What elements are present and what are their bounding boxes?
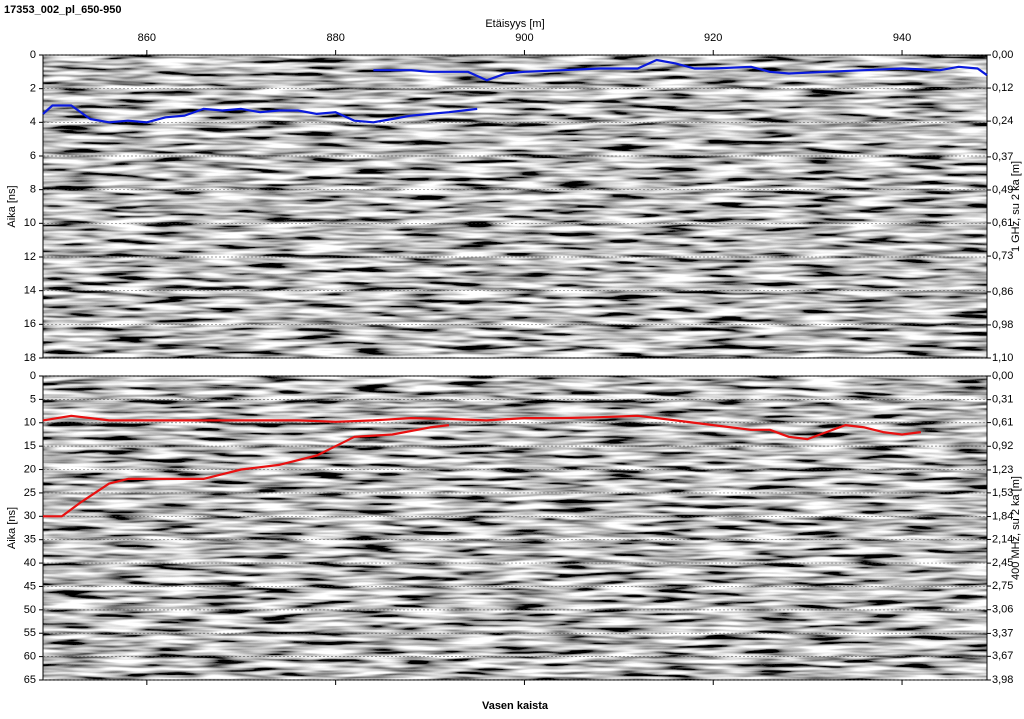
- y-tick-label: 30: [24, 510, 36, 522]
- y-tick-label: 18: [24, 352, 36, 364]
- y-tick-label: 55: [24, 627, 36, 639]
- y-tick-label: 65: [24, 674, 36, 686]
- y-tick-label: 25: [24, 487, 36, 499]
- x-tick-label: 860: [138, 32, 156, 44]
- y2-tick-label: 0,24: [992, 115, 1013, 127]
- chart-title: 17353_002_pl_650-950: [4, 4, 121, 16]
- y2-tick-label: 0,37: [992, 151, 1013, 163]
- y-tick-label: 15: [24, 440, 36, 452]
- y2-tick-label: 2,14: [992, 533, 1013, 545]
- y2-tick-label: 0,92: [992, 440, 1013, 452]
- y-tick-label: 16: [24, 318, 36, 330]
- y2-tick-label: 0,31: [992, 394, 1013, 406]
- y-tick-label: 5: [30, 393, 36, 405]
- y2-tick-label: 1,84: [992, 510, 1013, 522]
- y2-tick-label: 0,86: [992, 286, 1013, 298]
- y-tick-label: 12: [24, 251, 36, 263]
- y2-tick-label: 0,61: [992, 416, 1013, 428]
- y-tick-label: 45: [24, 580, 36, 592]
- y2-tick-label: 0,00: [992, 370, 1013, 382]
- y2-tick-label: 0,61: [992, 217, 1013, 229]
- x-tick-label: 940: [893, 32, 911, 44]
- y2-axis-title: 1 GHz, su 2 ka [m]: [1010, 161, 1022, 252]
- radargram-image: [43, 55, 987, 358]
- y-tick-label: 10: [24, 217, 36, 229]
- y-tick-label: 60: [24, 651, 36, 663]
- y-tick-label: 35: [24, 534, 36, 546]
- y2-tick-label: 1,10: [992, 352, 1013, 364]
- y2-tick-label: 0,00: [992, 49, 1013, 61]
- trace-line: [373, 58, 988, 82]
- y-tick-label: 0: [30, 49, 36, 61]
- y-tick-label: 14: [24, 285, 36, 297]
- x-tick-label: 920: [704, 32, 722, 44]
- y2-tick-label: 0,98: [992, 319, 1013, 331]
- y-axis-title: Aika [ns]: [6, 507, 18, 549]
- y2-tick-label: 3,67: [992, 650, 1013, 662]
- y-tick-label: 50: [24, 604, 36, 616]
- y-tick-label: 8: [30, 184, 36, 196]
- y-tick-label: 20: [24, 463, 36, 475]
- y2-tick-label: 3,06: [992, 604, 1013, 616]
- radargram-image: [43, 376, 987, 680]
- y-axis-title: Aika [ns]: [6, 185, 18, 227]
- y-tick-label: 4: [30, 116, 36, 128]
- x-axis-title: Etäisyys [m]: [485, 18, 544, 30]
- y-tick-label: 2: [30, 83, 36, 95]
- x-tick-label: 900: [515, 32, 533, 44]
- y2-tick-label: 0,49: [992, 184, 1013, 196]
- trace-line: [42, 414, 922, 441]
- y2-tick-label: 0,12: [992, 82, 1013, 94]
- y2-tick-label: 1,53: [992, 487, 1013, 499]
- x-axis-title: Vasen kaista: [482, 700, 549, 712]
- x-tick-label: 880: [326, 32, 344, 44]
- y-tick-label: 10: [24, 417, 36, 429]
- y-tick-label: 40: [24, 557, 36, 569]
- y2-tick-label: 3,98: [992, 674, 1013, 686]
- trace-line: [42, 104, 478, 124]
- y2-axis-title: 400 MHz, su 2 ka [m]: [1010, 476, 1022, 580]
- y2-tick-label: 1,23: [992, 464, 1013, 476]
- y2-tick-label: 2,75: [992, 580, 1013, 592]
- y2-tick-label: 2,45: [992, 557, 1013, 569]
- trace-line: [43, 424, 450, 518]
- y-tick-label: 6: [30, 150, 36, 162]
- y2-tick-label: 3,37: [992, 627, 1013, 639]
- y2-tick-label: 0,73: [992, 250, 1013, 262]
- y-tick-label: 0: [30, 370, 36, 382]
